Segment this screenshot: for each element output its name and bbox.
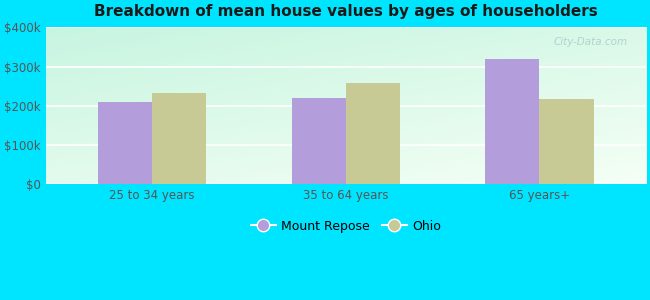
Bar [485,59,540,184]
Bar [485,59,540,184]
Legend: Mount Repose, Ohio: Mount Repose, Ohio [246,215,446,238]
Bar [540,99,593,184]
Bar [152,93,206,184]
Bar [98,102,152,184]
Bar [346,83,400,184]
Bar [98,102,152,184]
Bar [292,98,346,184]
Text: City-Data.com: City-Data.com [554,37,628,47]
Bar [346,83,400,184]
Title: Breakdown of mean house values by ages of householders: Breakdown of mean house values by ages o… [94,4,597,19]
Bar [152,93,206,184]
Bar [540,99,593,184]
Bar [292,98,346,184]
